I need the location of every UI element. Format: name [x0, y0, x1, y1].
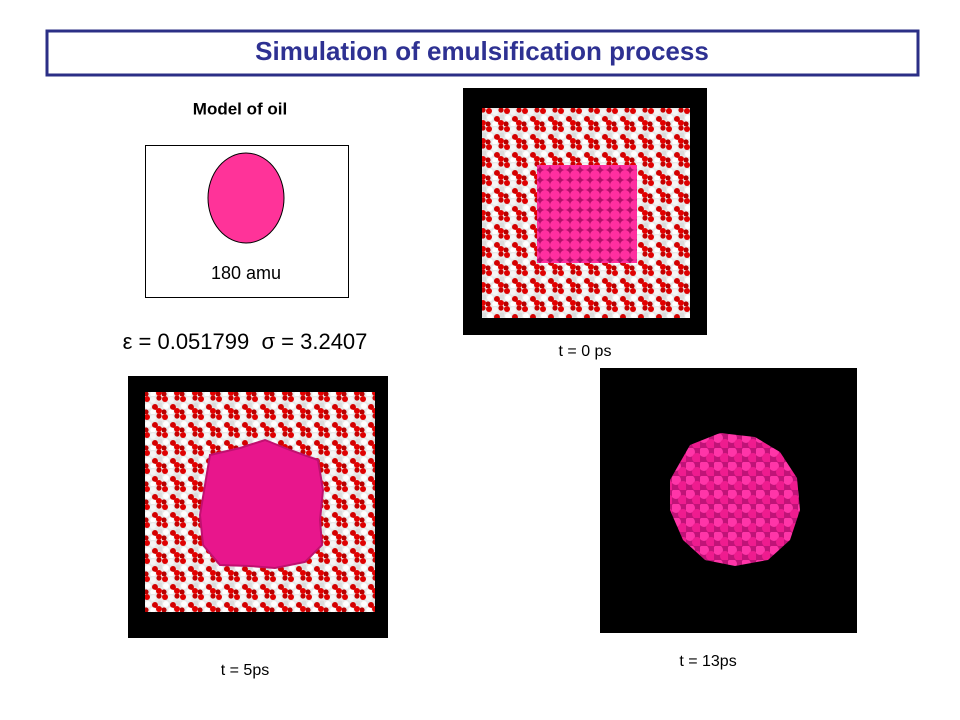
model-heading: Model of oil [193, 99, 287, 118]
mass-label: 180 amu [211, 263, 281, 283]
snapshot-1 [128, 376, 388, 638]
snapshot-label: t = 5ps [221, 662, 269, 679]
title-box [45, 29, 920, 77]
snapshot-0 [463, 88, 707, 335]
parameters: ε = 0.051799 σ = 3.2407 [123, 329, 368, 354]
snapshot-label: t = 0 ps [559, 343, 612, 360]
oil-molecule [207, 152, 285, 244]
snapshot-label: t = 13ps [679, 653, 736, 670]
snapshot-2 [600, 368, 857, 633]
slide-title: Simulation of emulsification process [255, 36, 709, 66]
